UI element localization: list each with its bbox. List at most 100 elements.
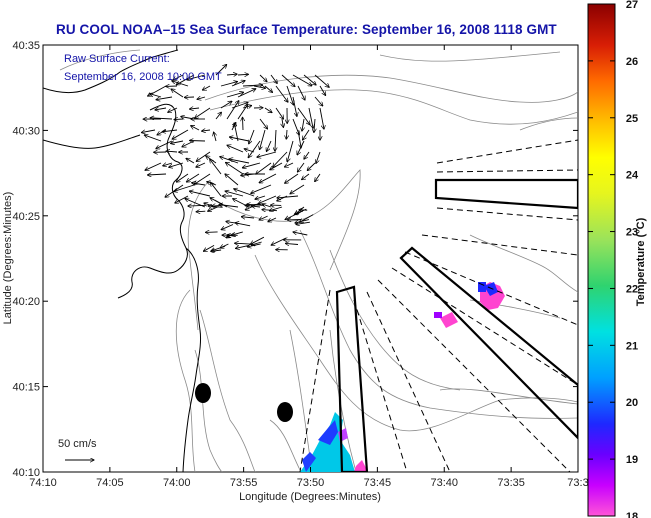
current-vector: [175, 195, 189, 203]
current-vector: [259, 74, 267, 82]
current-vector: [237, 89, 256, 98]
current-vector: [253, 86, 266, 88]
current-vector: [171, 141, 184, 144]
colorbar-tick-label: 22: [626, 283, 638, 295]
bathymetry-contours: [59, 49, 578, 472]
current-vector: [293, 232, 308, 236]
survey-boxes: [335, 178, 578, 472]
current-vector: [144, 135, 162, 142]
current-vector: [264, 85, 273, 92]
current-vector: [237, 105, 248, 120]
y-axis: 40:35 40:30 40:25 40:20 40:15 40:10: [12, 40, 578, 479]
current-vector: [225, 191, 244, 197]
colorbar-tick-label: 26: [626, 56, 638, 68]
current-vector: [234, 189, 255, 197]
current-vector: [192, 183, 206, 185]
current-vector: [307, 162, 316, 171]
colorbar-tick-label: 24: [626, 170, 639, 182]
colorbar-tick-label: 21: [626, 340, 638, 352]
current-vector: [220, 101, 232, 109]
current-vector: [227, 145, 244, 153]
colorbar-tick-label: 20: [626, 397, 638, 409]
current-vector: [247, 243, 261, 247]
current-vector: [190, 141, 206, 142]
current-vector: [319, 85, 326, 96]
station-b: [277, 402, 293, 422]
current-vector: [169, 162, 184, 167]
current-vector: [314, 96, 323, 106]
current-vector: [235, 223, 251, 227]
x-tick-label: 73:40: [430, 477, 458, 489]
coastline: [43, 49, 201, 472]
colorbar-ticks: 27 26 25 24 23 22 21 20 19 18: [588, 0, 639, 518]
current-vector: [172, 81, 189, 87]
x-tick-label: 74:00: [163, 477, 191, 489]
current-vector: [258, 195, 277, 204]
current-vector: [285, 173, 299, 183]
current-vector: [226, 162, 244, 175]
current-vector: [266, 140, 272, 152]
current-vector: [208, 206, 219, 212]
current-vector: [145, 162, 162, 170]
current-vector: [259, 173, 277, 183]
current-vector: [202, 85, 211, 90]
current-vector: [176, 173, 189, 182]
current-vector: [173, 74, 184, 80]
current-vector: [248, 140, 261, 158]
current-vector: [277, 196, 299, 198]
current-vector: [242, 162, 261, 168]
current-vector: [220, 82, 238, 87]
x-axis: 74:10 74:05 74:00 73:55 73:50 73:45 73:40 73:35…: [29, 45, 589, 489]
current-vector: [150, 118, 173, 119]
current-vector: [285, 243, 299, 244]
current-vector: [297, 162, 305, 172]
current-vector: [314, 118, 315, 133]
current-vector: [226, 92, 244, 98]
current-vector: [150, 94, 162, 98]
station-a: [195, 383, 211, 403]
current-vector: [141, 129, 156, 133]
y-axis-label: Latitude (Degrees:Minutes): [2, 192, 14, 325]
current-vector: [196, 211, 206, 212]
current-vector: [211, 245, 226, 251]
current-vector: [196, 151, 211, 161]
current-vector: [214, 132, 216, 142]
current-vector: [316, 151, 321, 164]
x-tick-label: 74:10: [29, 477, 57, 489]
current-vector: [286, 85, 294, 105]
current-vector: [215, 112, 221, 120]
current-vector: [244, 149, 255, 153]
current-vector: [273, 151, 288, 167]
current-vector: [210, 159, 222, 175]
current-vector: [188, 205, 206, 206]
current-time: September 16, 2008 10:00 GMT: [64, 71, 222, 83]
current-vector: [287, 140, 294, 162]
x-axis-label: Longitude (Degrees:Minutes): [239, 491, 381, 503]
current-vector: [270, 74, 277, 84]
current-vector: [260, 129, 266, 150]
current-vector: [295, 219, 310, 223]
map-title: RU COOL NOAA–15 Sea Surface Temperature:…: [56, 22, 557, 37]
current-vector: [308, 107, 313, 128]
current-vector: [262, 204, 272, 208]
current-vector: [202, 130, 211, 131]
current-vector: [275, 107, 284, 119]
current-vector: [282, 118, 283, 127]
current-vector: [290, 184, 305, 194]
current-vector: [172, 129, 189, 139]
current-label: Raw Surface Current:: [64, 53, 170, 65]
current-vector: [191, 126, 200, 131]
current-vector: [314, 74, 329, 87]
colorbar: [587, 3, 616, 517]
current-vector: [286, 129, 287, 139]
x-tick-label: 73:45: [364, 477, 392, 489]
current-vector: [237, 74, 248, 75]
current-vector: [270, 162, 283, 170]
current-vector: [303, 74, 316, 85]
current-vector: [226, 101, 239, 120]
current-vector: [259, 118, 268, 129]
y-tick-label: 40:35: [12, 40, 40, 52]
colorbar-tick-label: 23: [626, 227, 638, 239]
current-vector: [284, 162, 294, 167]
